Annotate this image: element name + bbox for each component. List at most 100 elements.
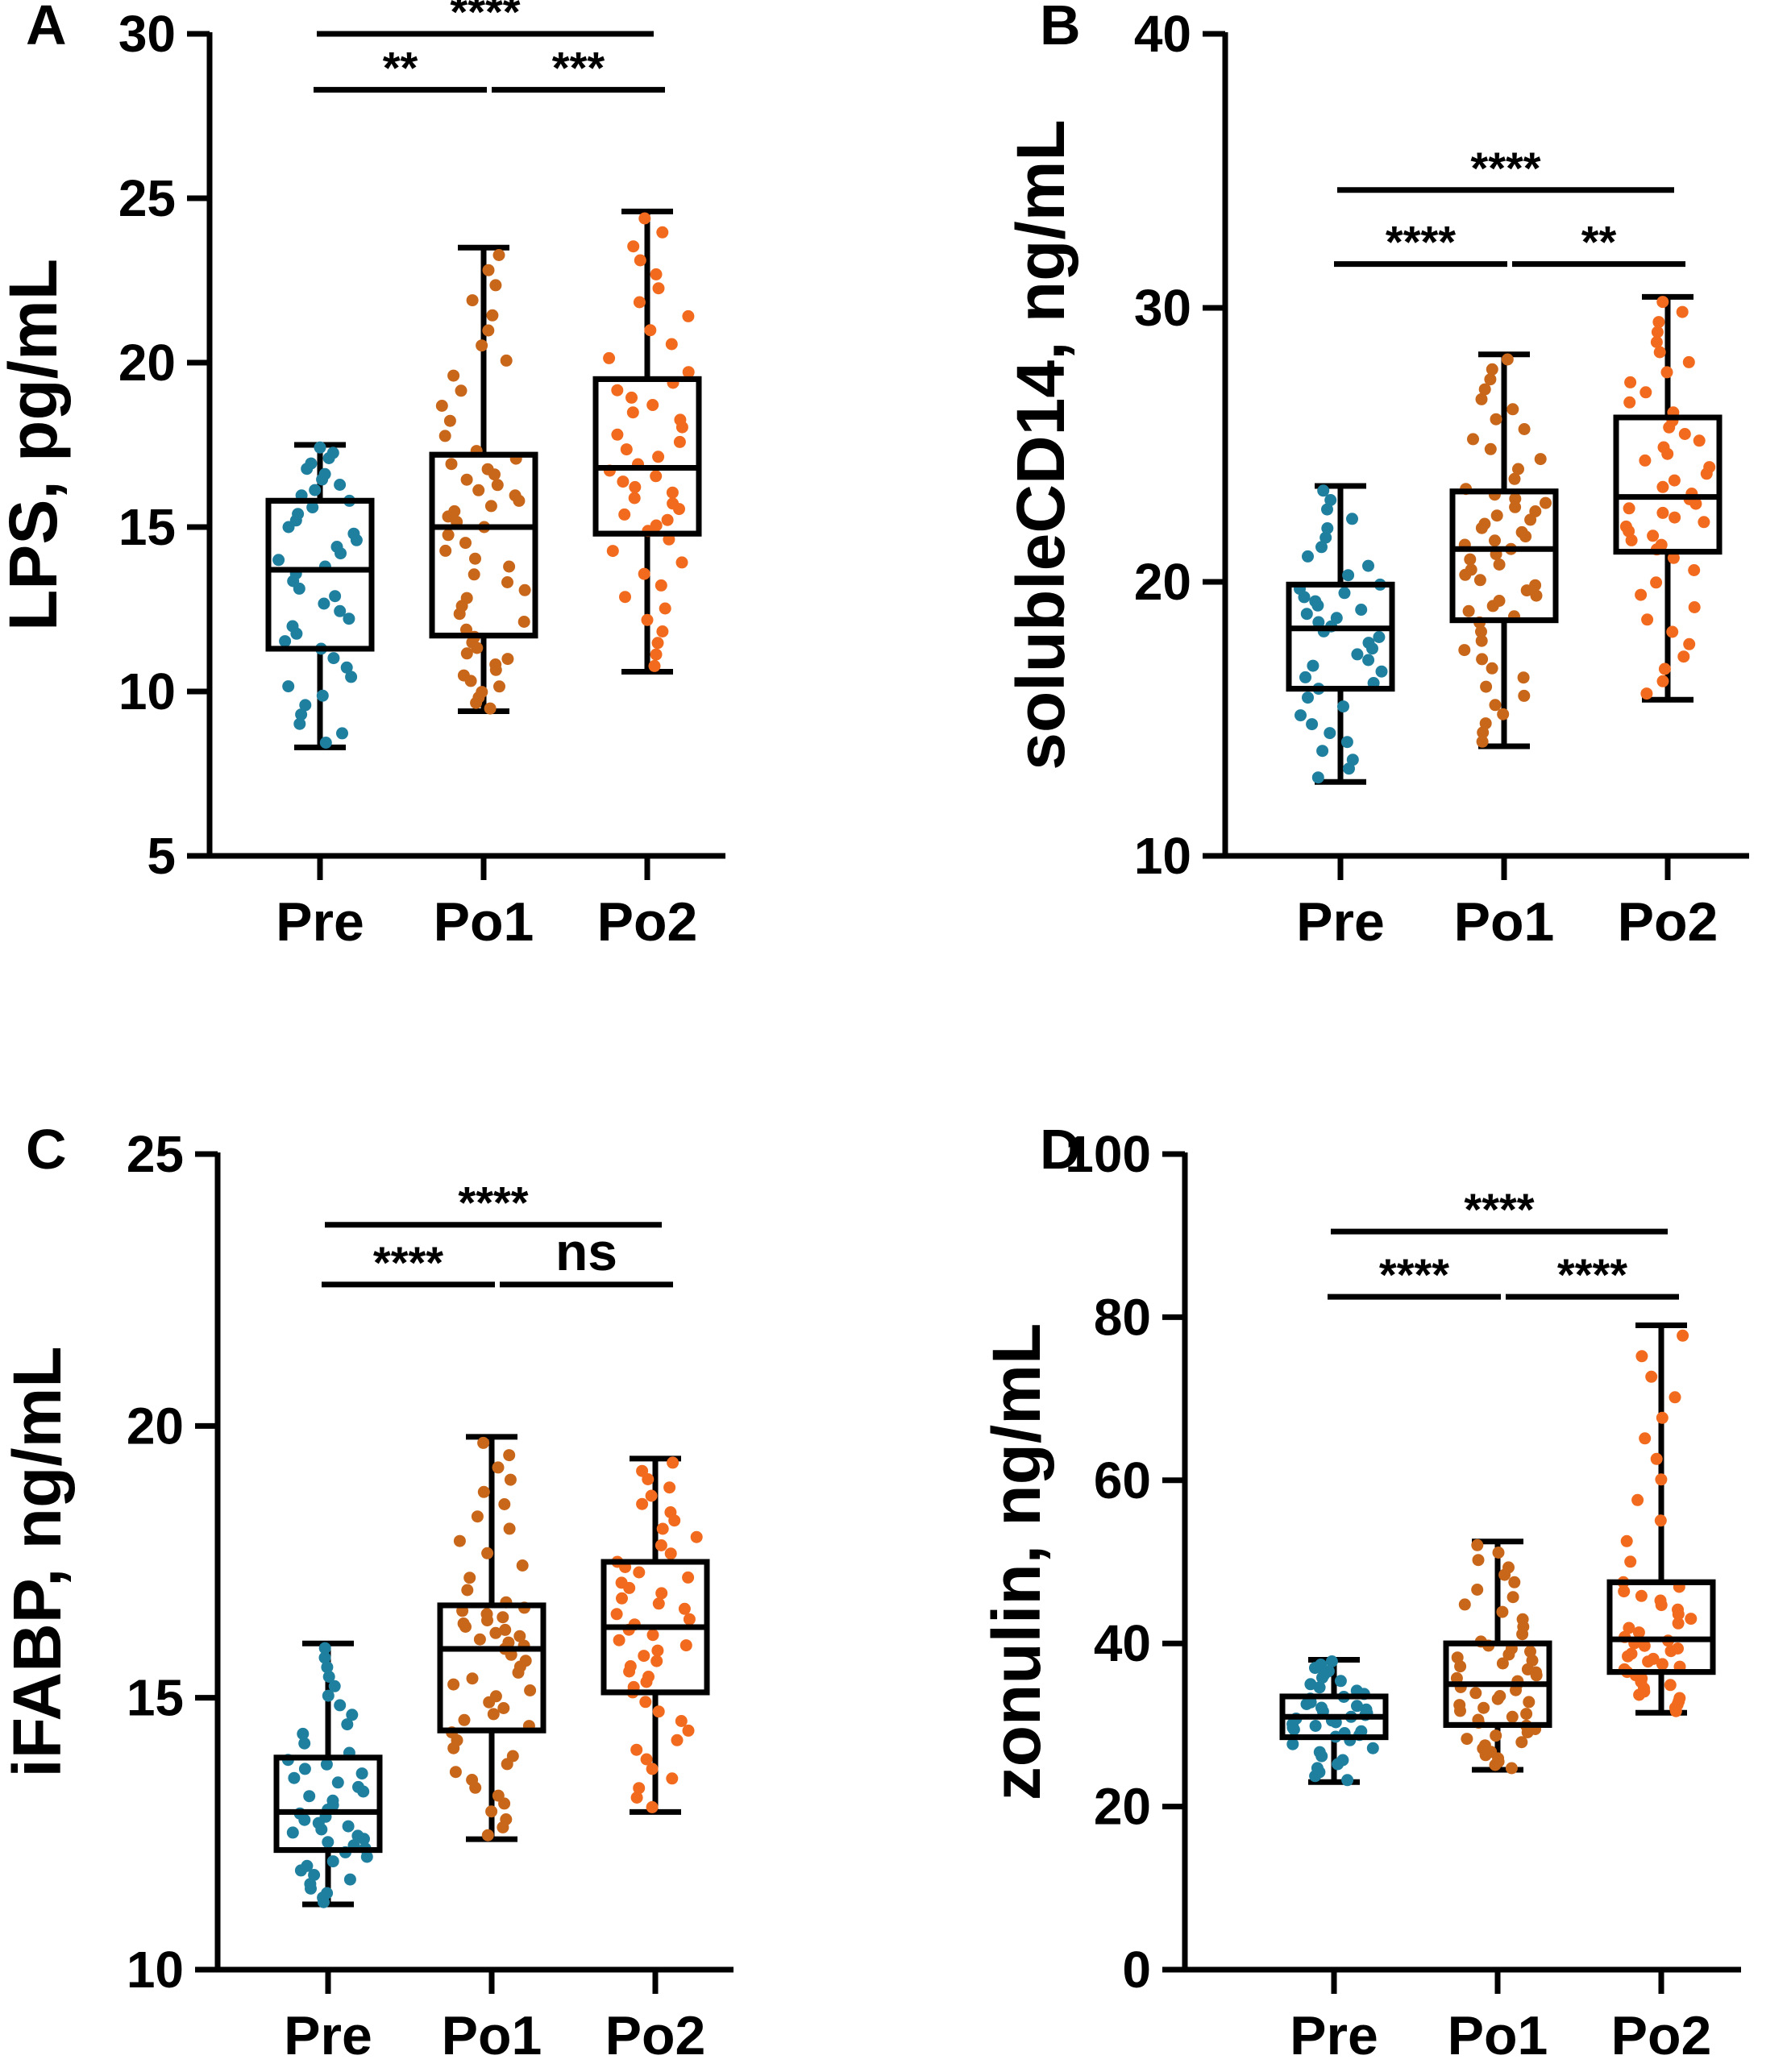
data-point: [1465, 563, 1477, 576]
data-point: [1351, 1700, 1363, 1713]
data-point: [293, 717, 306, 730]
data-point: [1489, 534, 1501, 547]
data-point: [500, 1813, 513, 1825]
data-point: [318, 467, 331, 480]
data-point: [1373, 631, 1386, 643]
data-point: [652, 282, 665, 295]
data-point: [502, 1636, 515, 1649]
data-point: [1638, 1639, 1651, 1652]
data-point: [650, 1655, 663, 1667]
data-point: [341, 1718, 354, 1731]
y-tick-label: 0: [1122, 1941, 1151, 1999]
data-point: [1540, 496, 1552, 509]
data-point: [1480, 680, 1493, 693]
data-point: [1673, 1692, 1686, 1705]
data-point: [1666, 625, 1679, 638]
data-point: [628, 492, 641, 505]
data-point: [476, 686, 488, 699]
data-point: [321, 1661, 334, 1674]
data-point: [1490, 509, 1503, 522]
data-point: [666, 486, 679, 499]
data-point: [477, 1485, 490, 1498]
data-point: [1473, 574, 1486, 587]
data-point: [327, 652, 340, 665]
data-point: [603, 351, 616, 364]
data-point: [351, 1829, 364, 1842]
data-point: [489, 279, 502, 292]
y-axis-label: zonulin, ng/mL: [979, 1323, 1054, 1801]
data-point: [309, 484, 322, 496]
data-point: [1489, 699, 1502, 712]
data-point: [1667, 551, 1680, 564]
data-point: [1321, 503, 1333, 516]
box-pre: [273, 1640, 383, 1908]
data-point: [298, 1737, 311, 1750]
data-point: [1651, 326, 1664, 338]
data-point: [304, 1878, 317, 1891]
data-point: [492, 1789, 505, 1802]
data-point: [1632, 1626, 1645, 1639]
data-point: [1657, 441, 1670, 454]
x-tick-label: Pre: [284, 2005, 372, 2066]
data-point: [1295, 709, 1307, 722]
data-point: [1355, 1725, 1368, 1738]
data-point: [308, 1869, 321, 1881]
data-point: [476, 339, 488, 352]
data-point: [318, 1642, 331, 1655]
data-point: [610, 1608, 623, 1621]
data-point: [447, 1678, 460, 1691]
data-point: [633, 296, 646, 309]
data-point: [1647, 529, 1660, 542]
data-point: [1475, 392, 1488, 405]
data-point: [489, 658, 502, 671]
data-point: [435, 400, 448, 412]
data-point: [1678, 428, 1691, 440]
data-point: [1501, 353, 1514, 366]
data-point: [1623, 502, 1635, 515]
data-point: [671, 1734, 684, 1746]
data-point: [439, 544, 452, 557]
x-tick-label: Pre: [1290, 2005, 1378, 2066]
data-point: [466, 1672, 479, 1685]
data-point: [1342, 569, 1355, 582]
y-tick-label: 20: [1094, 1778, 1151, 1836]
y-tick-label: 20: [1134, 553, 1191, 611]
data-point: [630, 1743, 643, 1756]
data-point: [1520, 1708, 1533, 1721]
data-point: [519, 1655, 532, 1667]
data-point: [690, 1530, 703, 1543]
data-point: [1306, 718, 1319, 731]
data-point: [466, 294, 479, 307]
data-point: [334, 479, 347, 491]
data-point: [1625, 1647, 1638, 1660]
data-point: [1676, 305, 1689, 318]
data-point: [1325, 1655, 1338, 1667]
data-point: [1478, 383, 1491, 396]
data-point: [1346, 513, 1358, 525]
data-point: [1624, 376, 1637, 388]
data-point: [1656, 480, 1669, 493]
data-point: [1355, 604, 1368, 616]
data-point: [481, 463, 494, 475]
data-point: [1315, 1701, 1328, 1714]
data-point: [1493, 595, 1506, 607]
data-point: [1625, 534, 1638, 546]
y-axis-label: iFABP, ng/mL: [0, 1346, 75, 1777]
x-tick-label: Pre: [276, 891, 364, 953]
data-point: [1656, 506, 1669, 519]
data-point: [1453, 1699, 1466, 1712]
y-tick-label: 30: [1134, 279, 1191, 337]
box-outline: [429, 451, 538, 639]
data-point: [646, 1629, 659, 1642]
data-point: [469, 552, 481, 565]
data-point: [1523, 1696, 1536, 1709]
data-point: [629, 480, 642, 493]
data-point: [1300, 608, 1313, 621]
data-point: [1478, 517, 1491, 530]
data-point: [305, 457, 318, 470]
data-point: [1334, 1675, 1347, 1688]
data-point: [1336, 1754, 1349, 1767]
data-point: [663, 1481, 676, 1494]
data-point: [1688, 601, 1701, 613]
data-point: [1476, 653, 1489, 666]
